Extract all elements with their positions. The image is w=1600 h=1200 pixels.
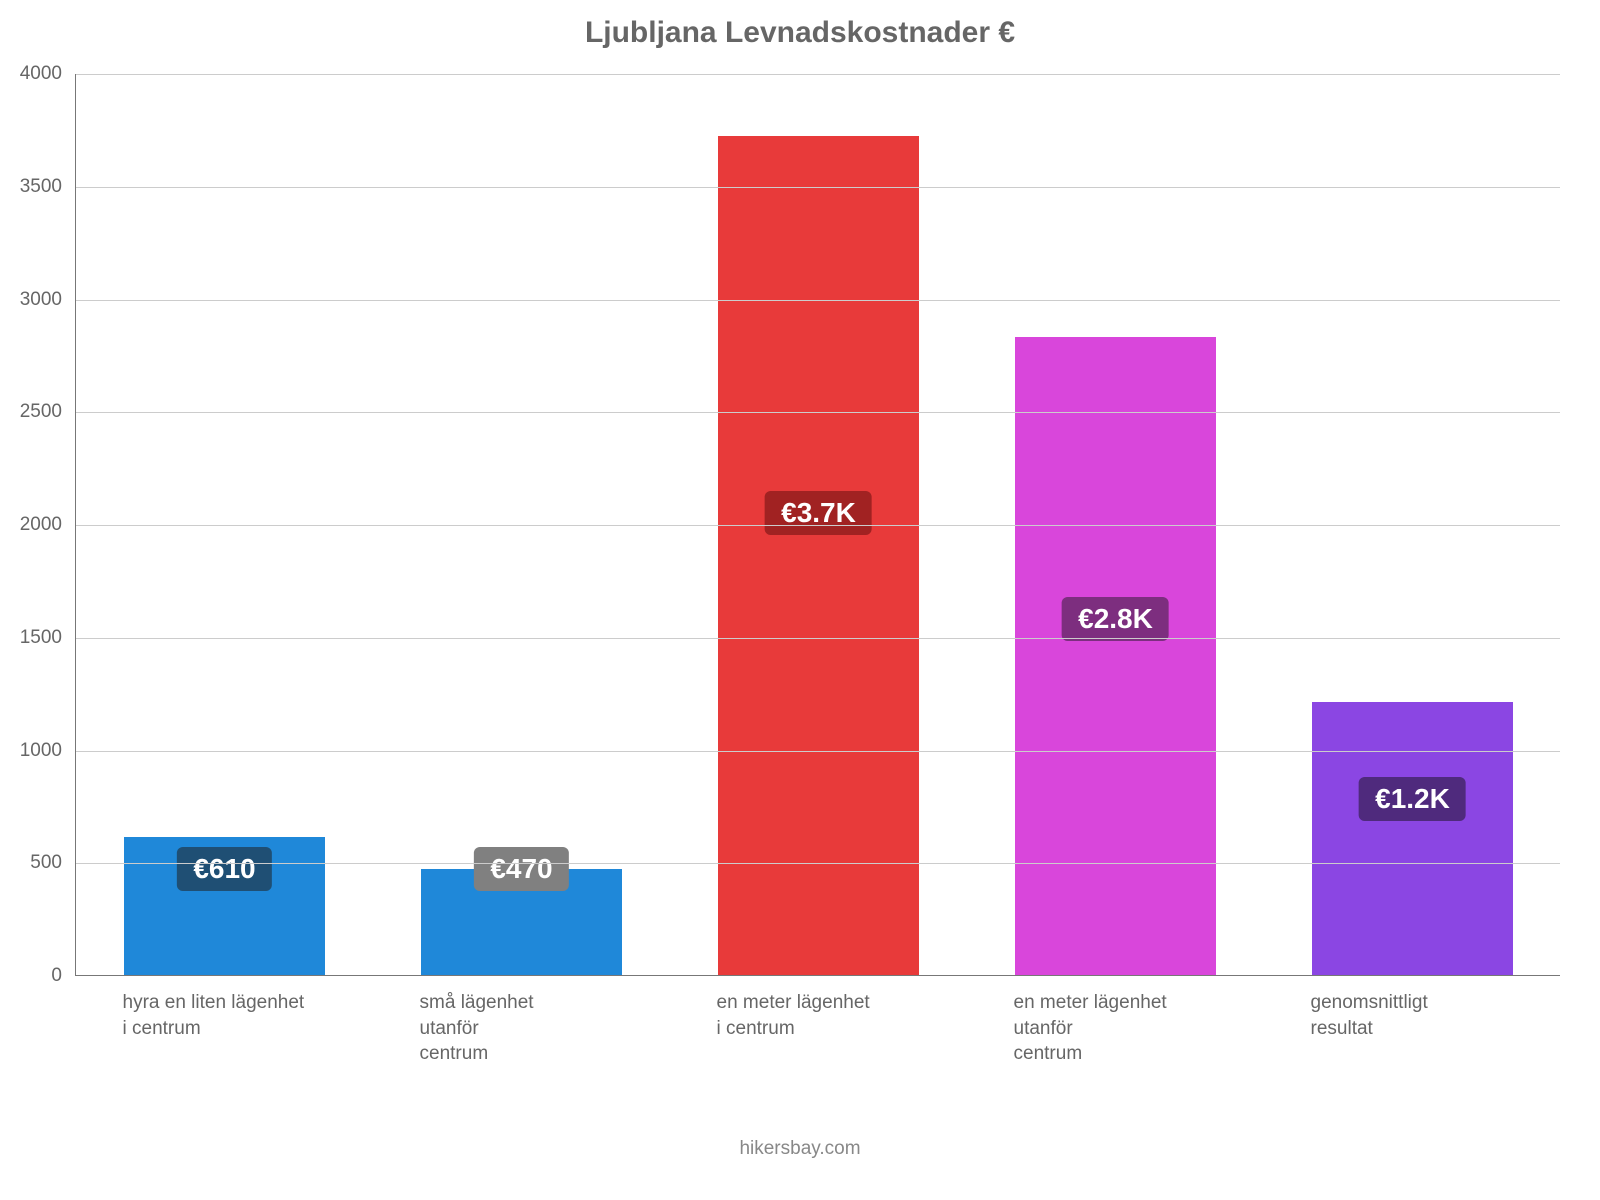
gridline [76,638,1560,639]
x-tick-label: en meter lägenhet i centrum [717,990,919,1041]
bar-value-badge: €1.2K [1359,777,1466,821]
gridline [76,300,1560,301]
y-tick-label: 4000 [0,63,62,85]
x-tick-label: genomsnittligt resultat [1311,990,1513,1041]
gridline [76,863,1560,864]
bar: €3.7K [718,136,920,975]
x-tick-label: en meter lägenhet utanför centrum [1014,990,1216,1067]
gridline [76,412,1560,413]
y-tick-label: 1500 [0,627,62,649]
bar: €470 [421,869,623,975]
gridline [76,751,1560,752]
y-tick-label: 3000 [0,289,62,311]
gridline [76,525,1560,526]
bar: €2.8K [1015,337,1217,975]
y-tick-label: 0 [0,965,62,987]
y-tick-label: 3500 [0,176,62,198]
bar: €610 [124,837,326,975]
x-tick-label: små lägenhet utanför centrum [420,990,622,1067]
gridline [76,187,1560,188]
bar: €1.2K [1312,702,1514,975]
y-tick-label: 2500 [0,401,62,423]
bar-chart-cost-of-living: Ljubljana Levnadskostnader € €610 €470 €3.… [0,0,1600,1200]
x-tick-label: hyra en liten lägenhet i centrum [123,990,325,1041]
y-tick-label: 2000 [0,514,62,536]
y-tick-label: 1000 [0,740,62,762]
bar-value-badge: €2.8K [1062,597,1169,641]
plot-area: €610 €470 €3.7K €2.8K €1.2K [75,74,1560,976]
chart-title: Ljubljana Levnadskostnader € [0,16,1600,50]
gridline [76,74,1560,75]
y-tick-label: 500 [0,852,62,874]
bar-value-badge: €470 [474,847,568,891]
chart-footer: hikersbay.com [0,1138,1600,1160]
bar-value-badge: €610 [177,847,271,891]
bar-value-badge: €3.7K [765,491,872,535]
